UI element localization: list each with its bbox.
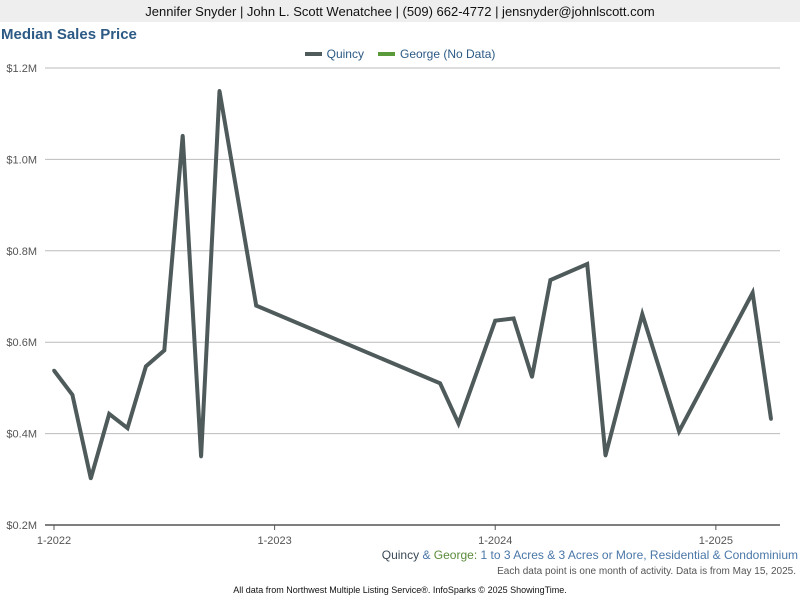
footer-credits: All data from Northwest Multiple Listing… (233, 585, 567, 595)
data-point (585, 262, 589, 266)
data-point (254, 303, 259, 308)
data-point (640, 312, 645, 317)
data-point (603, 453, 608, 458)
data-point (199, 454, 203, 459)
subtitle-filters: 1 to 3 Acres & 3 Acres or More, Resident… (480, 548, 798, 562)
legend-item-george[interactable]: George (No Data) (377, 47, 496, 61)
agent-contact-text: Jennifer Snyder | John L. Scott Wenatche… (145, 3, 655, 19)
subtitle-ampersand: & (422, 548, 431, 562)
x-tick-label: 1-2023 (257, 535, 291, 547)
agent-contact-bar: Jennifer Snyder | John L. Scott Wenatche… (0, 0, 800, 22)
x-tick-label: 1-2025 (699, 535, 733, 547)
data-point (493, 318, 498, 323)
subtitle-colon: : (473, 548, 478, 562)
x-tick-label: 1-2022 (37, 535, 71, 547)
chart-legend: Quincy George (No Data) (0, 46, 800, 62)
data-point (530, 375, 534, 379)
data-point (125, 426, 130, 430)
data-point (162, 348, 167, 353)
legend-swatch-george (377, 52, 395, 56)
chart-title: Median Sales Price (1, 26, 137, 43)
y-tick-label: $1.2M (6, 63, 37, 75)
data-point (88, 476, 93, 481)
data-point (456, 421, 461, 426)
subtitle-place-george: George (433, 548, 474, 562)
y-tick-label: $0.8M (6, 246, 37, 258)
data-note: Each data point is one month of activity… (497, 566, 796, 577)
x-tick-label: 1-2024 (478, 535, 512, 547)
data-point (217, 89, 222, 93)
legend-item-quincy[interactable]: Quincy (304, 47, 364, 61)
y-tick-label: $1.0M (6, 154, 37, 166)
subtitle-place-quincy: Quincy (381, 548, 420, 562)
legend-label-quincy: Quincy (326, 47, 364, 61)
data-point (144, 364, 148, 369)
y-tick-label: $0.2M (6, 520, 37, 532)
data-point (548, 278, 553, 282)
legend-label-george: George (No Data) (399, 47, 496, 61)
data-point (677, 429, 681, 434)
data-point (52, 368, 56, 373)
chart-subtitle: Quincy & George: 1 to 3 Acres & 3 Acres … (382, 548, 798, 562)
data-point (769, 417, 773, 421)
data-point (511, 316, 516, 321)
data-point (180, 133, 185, 138)
data-point (750, 291, 755, 295)
y-tick-label: $0.4M (6, 429, 37, 441)
legend-swatch-quincy (304, 52, 322, 56)
series-line-quincy (52, 90, 773, 479)
y-tick-label: $0.6M (6, 337, 37, 349)
data-point (438, 381, 442, 386)
data-point (107, 412, 111, 416)
data-point (70, 392, 75, 397)
